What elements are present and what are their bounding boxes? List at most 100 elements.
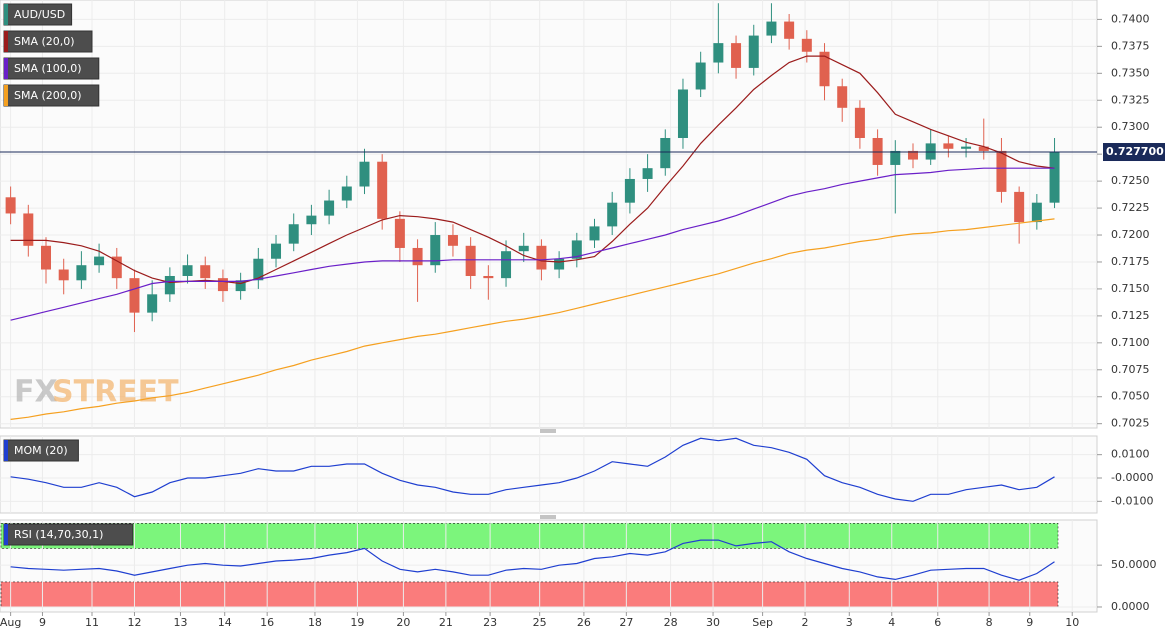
- candle-body: [147, 294, 158, 313]
- candle-body: [377, 161, 388, 219]
- x-tick-label: 4: [888, 616, 895, 629]
- candle-body: [217, 278, 228, 292]
- watermark: FX: [14, 375, 58, 410]
- candle-body: [518, 245, 529, 252]
- x-tick-label: 14: [218, 616, 232, 629]
- legend-label[interactable]: RSI (14,70,30,1): [14, 528, 103, 541]
- x-tick-label: 13: [173, 616, 187, 629]
- series-line: [10, 539, 1055, 581]
- x-tick-label: 11: [85, 616, 99, 629]
- candle-body: [677, 89, 688, 138]
- y-tick-label: 0.7025: [1111, 417, 1150, 430]
- last-price-tag: [1103, 143, 1165, 162]
- x-tick-label: 30: [706, 616, 720, 629]
- series-line: [10, 437, 1055, 502]
- y-tick-label: 0.7050: [1111, 390, 1150, 403]
- x-tick-label: 27: [619, 616, 633, 629]
- candle-body: [1014, 191, 1025, 223]
- main-panel: [0, 0, 1098, 429]
- x-tick-label: 9: [1026, 616, 1033, 629]
- x-tick-label: 3: [846, 616, 853, 629]
- x-tick-label: 20: [396, 616, 410, 629]
- candle-body: [1031, 202, 1042, 223]
- candle-body: [465, 245, 476, 276]
- y-tick-label: 0.7175: [1111, 255, 1150, 268]
- y-tick-label: 0.7375: [1111, 39, 1150, 52]
- y-tick-label: 0.7100: [1111, 336, 1150, 349]
- y-tick-label: 0.7225: [1111, 201, 1150, 214]
- candle-body: [447, 235, 458, 246]
- candle-body: [536, 245, 547, 270]
- y-tick-label: 0.7150: [1111, 282, 1150, 295]
- candle-body: [872, 137, 883, 165]
- series-line: [10, 167, 1055, 321]
- candle-body: [200, 265, 211, 279]
- x-tick-label: 10: [1065, 616, 1079, 629]
- x-tick-label: 8: [986, 616, 993, 629]
- x-tick-label: 18: [308, 616, 322, 629]
- y-tick-label: 0.7200: [1111, 228, 1150, 241]
- candle-body: [695, 62, 706, 90]
- y-tick-label: -0.0000: [1111, 471, 1153, 484]
- x-tick-label: 19: [350, 616, 364, 629]
- watermark: STREET: [52, 375, 179, 410]
- x-tick-label: 6: [934, 616, 941, 629]
- legend-label[interactable]: SMA (100,0): [14, 62, 82, 75]
- candle-body: [784, 21, 795, 39]
- legend-swatch: [4, 524, 8, 545]
- candle-body: [324, 200, 335, 216]
- legend-swatch: [4, 58, 8, 79]
- x-tick-label: 9: [39, 616, 46, 629]
- candle-body: [235, 280, 246, 292]
- candle-body: [819, 51, 830, 87]
- x-tick-label: Aug: [0, 616, 21, 629]
- candle-body: [58, 269, 69, 281]
- band: [0, 581, 1059, 608]
- candle-body: [589, 226, 600, 241]
- candle-body: [76, 265, 87, 281]
- x-tick-label: 23: [483, 616, 497, 629]
- y-tick-label: 0.7350: [1111, 66, 1150, 79]
- candle-body: [837, 86, 848, 108]
- y-tick-label: 0.7075: [1111, 363, 1150, 376]
- x-tick-label: 2: [802, 616, 809, 629]
- y-tick-label: 50.0000: [1111, 558, 1157, 571]
- legend-label[interactable]: AUD/USD: [14, 8, 65, 21]
- candle-body: [660, 137, 671, 169]
- x-tick-label: 16: [260, 616, 274, 629]
- legend-label[interactable]: SMA (20,0): [14, 35, 75, 48]
- candle-body: [731, 43, 742, 68]
- y-tick-label: 0.0000: [1111, 600, 1150, 613]
- candle-body: [182, 265, 193, 276]
- legend-swatch: [4, 440, 8, 461]
- candle-body: [607, 202, 618, 227]
- y-tick-label: 0.7400: [1111, 12, 1150, 25]
- series-line: [10, 218, 1055, 420]
- y-tick-label: 0.0100: [1111, 448, 1150, 461]
- candle-body: [483, 275, 494, 279]
- y-tick-label: 0.7325: [1111, 93, 1150, 106]
- legend-swatch: [4, 4, 8, 25]
- candle-body: [412, 247, 423, 266]
- candle-body: [394, 218, 405, 248]
- candle-body: [854, 107, 865, 138]
- candle-body: [41, 245, 52, 270]
- x-tick-label: 12: [127, 616, 141, 629]
- x-tick-label: 28: [664, 616, 678, 629]
- candle-body: [996, 150, 1007, 192]
- candle-body: [978, 146, 989, 151]
- x-tick-label: 25: [533, 616, 547, 629]
- legend-label[interactable]: SMA (200,0): [14, 89, 82, 102]
- candle-body: [430, 235, 441, 266]
- candle-body: [624, 178, 635, 203]
- legend-swatch: [4, 31, 8, 52]
- last-price-label: 0.727700: [1106, 145, 1164, 158]
- legend-label[interactable]: MOM (20): [14, 444, 68, 457]
- candle-body: [271, 243, 282, 259]
- y-tick-label: -0.0100: [1111, 494, 1153, 507]
- candle-body: [554, 258, 565, 270]
- candle-body: [129, 278, 140, 313]
- candle-body: [907, 150, 918, 160]
- candle-body: [748, 35, 759, 68]
